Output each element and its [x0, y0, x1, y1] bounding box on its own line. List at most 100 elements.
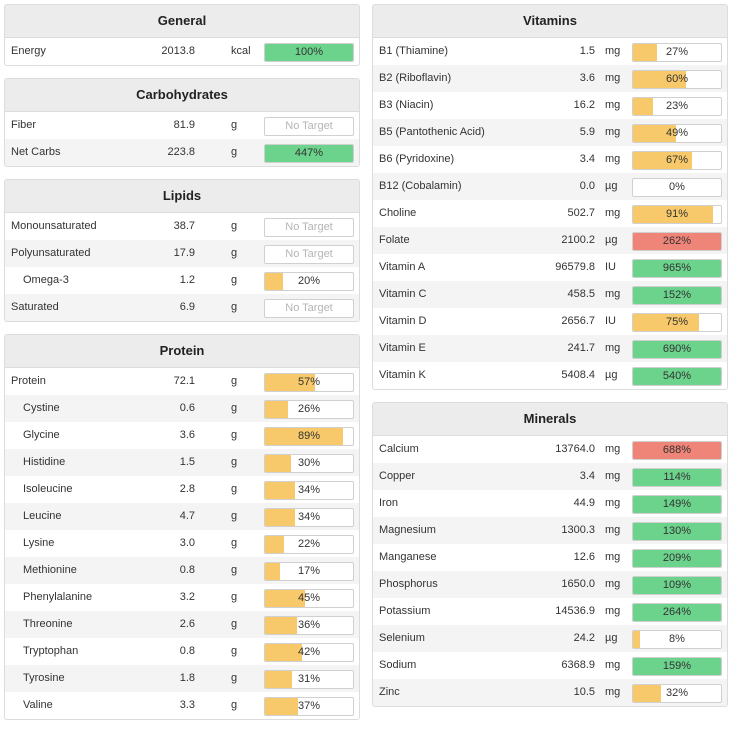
progress-fill: [633, 577, 721, 594]
target-progress-bar: 20%: [264, 272, 354, 291]
nutrient-amount: 2.8: [179, 483, 195, 495]
progress-label: No Target: [285, 248, 333, 260]
nutrient-row-methionine[interactable]: Methionine 0.8 g 17%: [5, 557, 359, 584]
nutrient-row-calcium[interactable]: Calcium 13764.0 mg 688%: [373, 436, 727, 463]
nutrient-row-isoleucine[interactable]: Isoleucine 2.8 g 34%: [5, 476, 359, 503]
nutrient-unit: g: [231, 146, 238, 158]
nutrient-amount: 13764.0: [555, 443, 595, 455]
progress-label: 8%: [669, 633, 685, 645]
nutrient-row-energy[interactable]: Energy 2013.8 kcal 100%: [5, 38, 359, 65]
nutrient-row-fiber[interactable]: Fiber 81.9 g No Target: [5, 112, 359, 139]
nutrient-row-b3-niacin[interactable]: B3 (Niacin) 16.2 mg 23%: [373, 92, 727, 119]
nutrient-row-b6-pyridoxine[interactable]: B6 (Pyridoxine) 3.4 mg 67%: [373, 146, 727, 173]
nutrient-row-b12-cobalamin[interactable]: B12 (Cobalamin) 0.0 µg 0%: [373, 173, 727, 200]
progress-label: 45%: [297, 592, 321, 604]
nutrient-row-saturated[interactable]: Saturated 6.9 g No Target: [5, 294, 359, 321]
nutrient-row-cystine[interactable]: Cystine 0.6 g 26%: [5, 395, 359, 422]
nutrient-row-valine[interactable]: Valine 3.3 g 37%: [5, 692, 359, 719]
target-progress-bar: 209%: [632, 549, 722, 568]
nutrient-row-threonine[interactable]: Threonine 2.6 g 36%: [5, 611, 359, 638]
nutrient-name: Protein: [11, 375, 46, 387]
progress-label: 67%: [665, 154, 689, 166]
nutrient-row-selenium[interactable]: Selenium 24.2 µg 8%: [373, 625, 727, 652]
target-progress-bar: 45%: [264, 589, 354, 608]
nutrient-row-vitamin-a[interactable]: Vitamin A 96579.8 IU 965%: [373, 254, 727, 281]
nutrient-row-vitamin-d[interactable]: Vitamin D 2656.7 IU 75%: [373, 308, 727, 335]
nutrient-row-vitamin-c[interactable]: Vitamin C 458.5 mg 152%: [373, 281, 727, 308]
progress-fill: [633, 287, 721, 304]
nutrient-name: Polyunsaturated: [11, 247, 91, 259]
nutrient-unit: g: [231, 429, 238, 441]
nutrient-row-sodium[interactable]: Sodium 6368.9 mg 159%: [373, 652, 727, 679]
target-progress-bar: 114%: [632, 468, 722, 487]
nutrient-row-magnesium[interactable]: Magnesium 1300.3 mg 130%: [373, 517, 727, 544]
nutrient-row-leucine[interactable]: Leucine 4.7 g 34%: [5, 503, 359, 530]
nutrient-row-histidine[interactable]: Histidine 1.5 g 30%: [5, 449, 359, 476]
target-progress-bar: 0%: [632, 178, 722, 197]
nutrient-name: Tyrosine: [23, 672, 65, 684]
nutrient-amount: 0.8: [179, 645, 195, 657]
nutrient-row-phenylalanine[interactable]: Phenylalanine 3.2 g 45%: [5, 584, 359, 611]
nutrient-amount: 1.5: [179, 456, 195, 468]
progress-label: 540%: [662, 370, 692, 382]
nutrient-row-b2-riboflavin[interactable]: B2 (Riboflavin) 3.6 mg 60%: [373, 65, 727, 92]
nutrient-name: Potassium: [379, 605, 431, 617]
nutrient-amount: 1.5: [579, 45, 595, 57]
nutrient-unit: g: [231, 537, 238, 549]
nutrient-name: Net Carbs: [11, 146, 61, 158]
nutrient-unit: µg: [605, 180, 618, 192]
target-progress-bar: 36%: [264, 616, 354, 635]
nutrient-row-potassium[interactable]: Potassium 14536.9 mg 264%: [373, 598, 727, 625]
nutrient-row-protein[interactable]: Protein 72.1 g 57%: [5, 368, 359, 395]
nutrient-unit: g: [231, 375, 238, 387]
nutrient-row-lysine[interactable]: Lysine 3.0 g 22%: [5, 530, 359, 557]
target-progress-bar: 130%: [632, 522, 722, 541]
nutrient-unit: mg: [605, 207, 621, 219]
nutrient-row-zinc[interactable]: Zinc 10.5 mg 32%: [373, 679, 727, 706]
nutrient-row-omega-3[interactable]: Omega-3 1.2 g 20%: [5, 267, 359, 294]
nutrient-row-b1-thiamine[interactable]: B1 (Thiamine) 1.5 mg 27%: [373, 38, 727, 65]
progress-fill: [265, 145, 353, 162]
nutrient-row-net-carbs[interactable]: Net Carbs 223.8 g 447%: [5, 139, 359, 166]
nutrient-row-glycine[interactable]: Glycine 3.6 g 89%: [5, 422, 359, 449]
nutrient-row-copper[interactable]: Copper 3.4 mg 114%: [373, 463, 727, 490]
nutrient-name: Tryptophan: [23, 645, 79, 657]
nutrient-amount: 1300.3: [561, 524, 595, 536]
nutrient-name: Leucine: [23, 510, 62, 522]
nutrient-row-choline[interactable]: Choline 502.7 mg 91%: [373, 200, 727, 227]
progress-fill: [633, 341, 721, 358]
progress-label: 264%: [662, 606, 692, 618]
nutrient-row-vitamin-k[interactable]: Vitamin K 5408.4 µg 540%: [373, 362, 727, 389]
nutrient-row-iron[interactable]: Iron 44.9 mg 149%: [373, 490, 727, 517]
nutrient-row-manganese[interactable]: Manganese 12.6 mg 209%: [373, 544, 727, 571]
general-panel-title: General: [5, 5, 359, 38]
panel-rows: Calcium 13764.0 mg 688% Copper 3.4 mg 114% Iron 4…: [373, 436, 727, 706]
nutrient-row-polyunsaturated[interactable]: Polyunsaturated 17.9 g No Target: [5, 240, 359, 267]
nutrient-row-folate[interactable]: Folate 2100.2 µg 262%: [373, 227, 727, 254]
progress-label: 23%: [665, 100, 689, 112]
nutrient-amount: 0.0: [579, 180, 595, 192]
nutrient-row-monounsaturated[interactable]: Monounsaturated 38.7 g No Target: [5, 213, 359, 240]
nutrient-name: Phenylalanine: [23, 591, 93, 603]
nutrient-unit: mg: [605, 659, 621, 671]
nutrient-unit: g: [231, 220, 238, 232]
nutrient-row-tyrosine[interactable]: Tyrosine 1.8 g 31%: [5, 665, 359, 692]
nutrient-row-vitamin-e[interactable]: Vitamin E 241.7 mg 690%: [373, 335, 727, 362]
nutrient-unit: g: [231, 618, 238, 630]
nutrient-unit: mg: [605, 72, 621, 84]
nutrient-name: Omega-3: [23, 274, 69, 286]
target-progress-bar: 264%: [632, 603, 722, 622]
nutrient-row-tryptophan[interactable]: Tryptophan 0.8 g 42%: [5, 638, 359, 665]
target-progress-bar: 100%: [264, 43, 354, 62]
progress-fill: [265, 455, 292, 472]
target-progress-bar: 540%: [632, 367, 722, 386]
nutrient-amount: 3.3: [179, 699, 195, 711]
nutrient-amount: 14536.9: [555, 605, 595, 617]
nutrient-row-b5-pantothenic-acid[interactable]: B5 (Pantothenic Acid) 5.9 mg 49%: [373, 119, 727, 146]
nutrient-unit: g: [231, 564, 238, 576]
nutrient-row-phosphorus[interactable]: Phosphorus 1650.0 mg 109%: [373, 571, 727, 598]
target-progress-bar: No Target: [264, 117, 354, 136]
target-progress-bar: 42%: [264, 643, 354, 662]
target-progress-bar: 159%: [632, 657, 722, 676]
progress-fill: [265, 401, 288, 418]
